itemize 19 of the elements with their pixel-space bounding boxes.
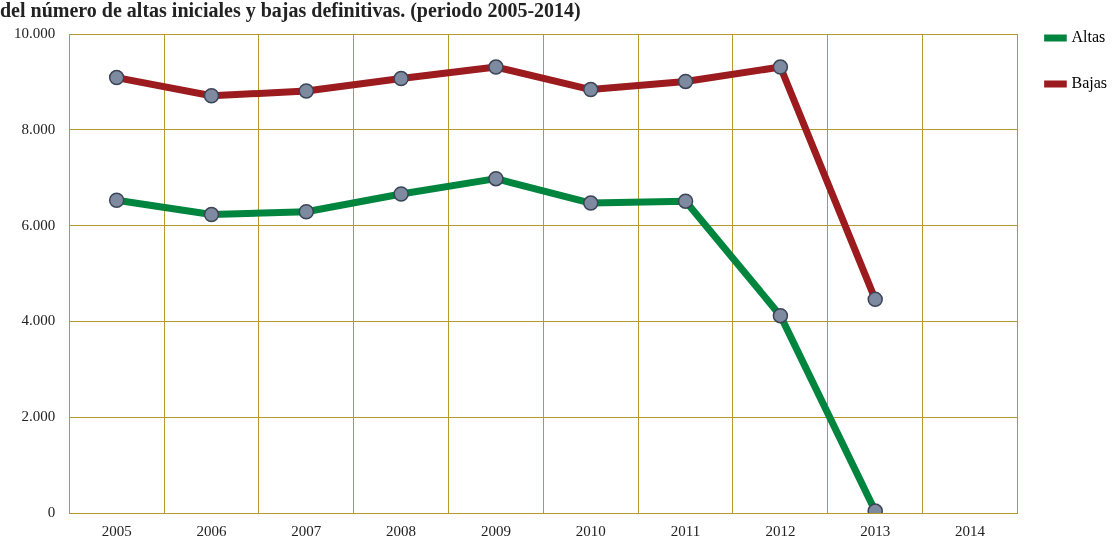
y-tick-label: 0 — [47, 503, 56, 520]
y-tick-label: 6.000 — [21, 216, 56, 233]
x-tick-label: 2009 — [480, 522, 511, 539]
x-tick-label: 2006 — [196, 522, 227, 539]
x-tick-label: 2005 — [101, 522, 132, 539]
y-tick-label: 4.000 — [21, 312, 56, 329]
x-tick-label: 2011 — [670, 522, 701, 539]
x-tick-label: 2007 — [291, 522, 322, 539]
x-tick-label: 2008 — [386, 522, 417, 539]
x-tick-label: 2013 — [860, 522, 891, 539]
x-tick-label: 2010 — [575, 522, 606, 539]
legend-label: Altas — [1071, 28, 1106, 46]
chart-title: del número de altas iniciales y bajas definitivas. (periodo 2005-2014) — [0, 0, 581, 23]
x-tick-label: 2014 — [955, 522, 986, 539]
y-tick-label: 10.000 — [14, 24, 56, 41]
y-tick-label: 2.000 — [21, 408, 56, 425]
x-tick-label: 2012 — [765, 522, 796, 539]
legend-label: Bajas — [1071, 74, 1107, 93]
y-tick-label: 8.000 — [21, 120, 56, 137]
